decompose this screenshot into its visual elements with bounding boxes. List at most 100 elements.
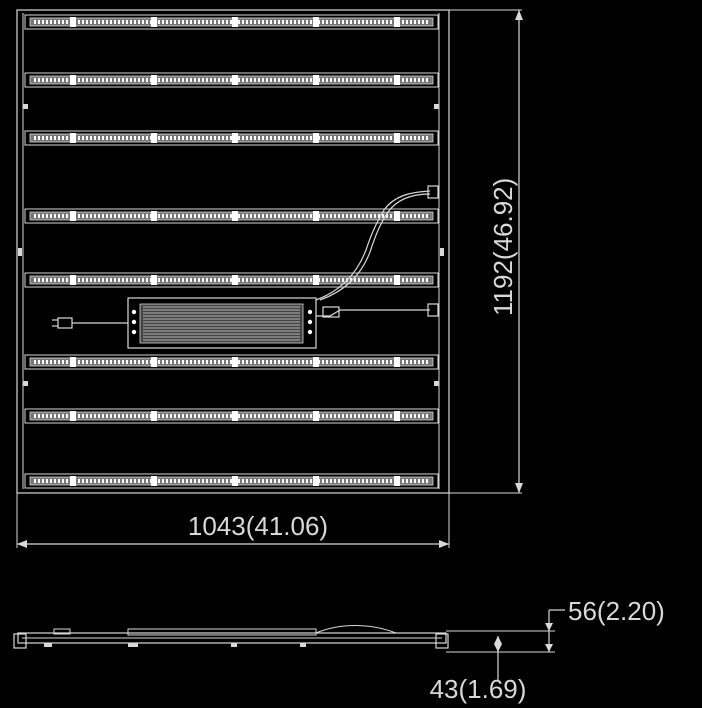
led-chip xyxy=(422,214,424,218)
led-chip xyxy=(278,20,280,24)
led-chip xyxy=(302,479,304,483)
led-chip xyxy=(274,360,276,364)
led-chip xyxy=(414,278,416,282)
led-chip xyxy=(266,214,268,218)
led-chip xyxy=(270,78,272,82)
led-chip xyxy=(210,214,212,218)
led-chip xyxy=(358,414,360,418)
led-chip xyxy=(262,360,264,364)
height-arrow-bottom xyxy=(515,483,523,493)
led-bar-connector xyxy=(313,211,319,221)
thickness-arrow-43-bottom xyxy=(494,644,502,652)
cord-upper-2 xyxy=(319,193,431,301)
led-chip xyxy=(190,278,192,282)
led-chip xyxy=(242,78,244,82)
led-chip xyxy=(54,414,56,418)
led-chip xyxy=(294,214,296,218)
led-bar-connector xyxy=(151,75,157,85)
led-chip xyxy=(254,479,256,483)
led-chip xyxy=(410,214,412,218)
led-chip xyxy=(338,414,340,418)
led-chip xyxy=(38,20,40,24)
led-chip xyxy=(338,479,340,483)
led-chip xyxy=(246,78,248,82)
led-chip xyxy=(414,136,416,140)
led-chip xyxy=(378,360,380,364)
led-chip xyxy=(194,479,196,483)
led-chip xyxy=(334,414,336,418)
led-chip xyxy=(66,136,68,140)
led-chip xyxy=(138,136,140,140)
led-chip xyxy=(306,20,308,24)
led-chip xyxy=(126,278,128,282)
led-chip xyxy=(346,414,348,418)
led-chip xyxy=(54,136,56,140)
led-chip xyxy=(302,20,304,24)
led-chip xyxy=(258,360,260,364)
led-chip xyxy=(174,136,176,140)
led-chip xyxy=(78,214,80,218)
led-chip xyxy=(310,414,312,418)
led-chip xyxy=(226,479,228,483)
led-chip xyxy=(130,414,132,418)
led-chip xyxy=(282,360,284,364)
led-chip xyxy=(306,360,308,364)
led-chip xyxy=(118,214,120,218)
led-chip xyxy=(322,479,324,483)
led-chip xyxy=(298,214,300,218)
led-chip xyxy=(406,20,408,24)
led-chip xyxy=(182,278,184,282)
led-chip xyxy=(242,479,244,483)
led-chip xyxy=(66,360,68,364)
led-chip xyxy=(206,278,208,282)
led-chip xyxy=(194,20,196,24)
led-chip xyxy=(94,278,96,282)
led-chip xyxy=(270,136,272,140)
led-bar-rail xyxy=(24,272,439,288)
led-chip xyxy=(198,136,200,140)
led-bar-connector xyxy=(394,75,400,85)
led-chip xyxy=(174,479,176,483)
led-chip xyxy=(310,20,312,24)
led-chip xyxy=(130,360,132,364)
led-chip xyxy=(422,20,424,24)
led-chip xyxy=(370,278,372,282)
led-chip xyxy=(342,78,344,82)
led-chip xyxy=(186,136,188,140)
led-chip xyxy=(46,214,48,218)
led-chip xyxy=(142,360,144,364)
led-chip xyxy=(138,278,140,282)
led-chip xyxy=(46,414,48,418)
led-chip xyxy=(302,360,304,364)
led-chip xyxy=(38,414,40,418)
led-chip xyxy=(282,214,284,218)
led-chip xyxy=(106,360,108,364)
led-chip xyxy=(390,360,392,364)
led-chip xyxy=(266,136,268,140)
led-chip xyxy=(290,20,292,24)
led-chip xyxy=(42,278,44,282)
led-chip xyxy=(350,360,352,364)
thickness-label-43: 43(1.69) xyxy=(430,674,527,704)
led-chip xyxy=(286,278,288,282)
led-chip xyxy=(90,360,92,364)
led-chip xyxy=(406,78,408,82)
led-chip xyxy=(86,414,88,418)
led-chip xyxy=(322,20,324,24)
led-chip xyxy=(226,136,228,140)
led-chip xyxy=(178,278,180,282)
led-chip xyxy=(86,360,88,364)
led-chip xyxy=(294,278,296,282)
led-chip xyxy=(42,214,44,218)
led-chip xyxy=(382,136,384,140)
led-chip xyxy=(254,278,256,282)
led-chip xyxy=(182,414,184,418)
led-bars xyxy=(24,14,439,489)
led-chip xyxy=(62,360,64,364)
led-chip xyxy=(98,136,100,140)
led-chip xyxy=(170,278,172,282)
led-chip xyxy=(118,360,120,364)
led-chip xyxy=(294,136,296,140)
led-chip xyxy=(206,360,208,364)
led-bar-rail xyxy=(24,354,439,370)
